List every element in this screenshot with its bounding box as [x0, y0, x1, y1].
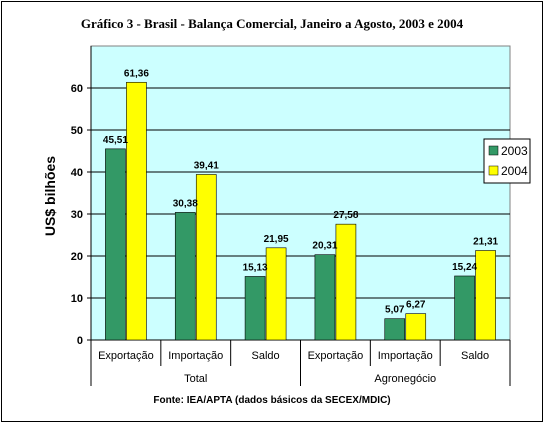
legend-label-2004: 2004 — [501, 164, 528, 178]
category-label-4: Importação — [378, 350, 433, 362]
y-tick-label-60: 60 — [71, 83, 83, 95]
bar-2003-5 — [454, 275, 475, 341]
data-label-2004-0: 61,36 — [124, 68, 149, 79]
y-tick-label-0: 0 — [77, 335, 83, 347]
bar-2004-3 — [335, 223, 357, 341]
legend-label-2003: 2003 — [501, 144, 528, 158]
bar-2004-5 — [475, 250, 496, 341]
category-layer: Exportação Importação Saldo Exportação Impor… — [90, 340, 511, 386]
bar-2003-3 — [314, 254, 336, 341]
y-tick-label-10: 10 — [71, 293, 83, 305]
bar-2004-0 — [126, 81, 147, 341]
grid-layer — [91, 87, 510, 299]
bar-2003-4 — [384, 318, 406, 341]
data-label-2004-1: 39,41 — [194, 160, 219, 171]
bar-2003-1 — [174, 212, 196, 341]
data-label-2004-2: 21,95 — [264, 234, 289, 245]
data-label-2004-4: 6,27 — [406, 300, 426, 311]
bar-2003-0 — [105, 148, 126, 341]
data-label-2003-5: 15,24 — [452, 262, 477, 273]
data-label-2004-5: 21,31 — [473, 236, 498, 247]
bar-2004-4 — [405, 313, 427, 341]
source-note: Fonte: IEA/APTA (dados básicos da SECEX/… — [153, 395, 390, 406]
label-layer: 45,51 61,36 30,38 39,41 15,13 21,95 20,31 27,58… — [103, 68, 499, 315]
data-label-2003-0: 45,51 — [103, 135, 128, 146]
category-label-1: Importação — [168, 350, 223, 362]
group-label-0: Total — [184, 373, 207, 385]
plot-area — [90, 45, 511, 341]
data-label-2003-1: 30,38 — [173, 198, 198, 209]
category-label-0: Exportação — [98, 350, 154, 362]
data-label-2003-4: 5,07 — [385, 305, 405, 316]
data-label-2004-3: 27,58 — [333, 210, 358, 221]
chart-title: Gráfico 3 - Brasil - Balança Comercial, … — [81, 16, 464, 31]
legend-swatch-2004 — [488, 165, 499, 176]
group-label-1: Agronegócio — [374, 373, 436, 385]
legend: 2003 2004 — [483, 138, 531, 184]
bar-2004-1 — [195, 174, 217, 341]
bar-2004-2 — [265, 247, 287, 341]
data-label-2003-2: 15,13 — [243, 262, 268, 273]
bar-layer — [105, 81, 496, 341]
category-label-2: Saldo — [252, 350, 280, 362]
y-axis-label: US$ bilhões — [42, 156, 58, 236]
y-tick-label-50: 50 — [71, 125, 83, 137]
legend-swatch-2003 — [488, 145, 499, 156]
data-label-2003-3: 20,31 — [312, 241, 337, 252]
bar-2003-2 — [244, 276, 266, 341]
category-label-3: Exportação — [308, 350, 364, 362]
y-tick-label-30: 30 — [71, 209, 83, 221]
y-tick-label-20: 20 — [71, 251, 83, 263]
category-label-5: Saldo — [461, 350, 489, 362]
y-tick-label-40: 40 — [71, 167, 83, 179]
